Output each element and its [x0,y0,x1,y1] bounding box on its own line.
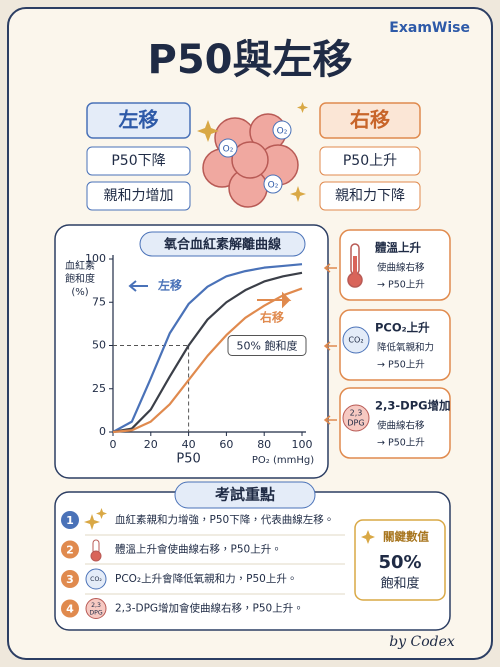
x-tick-label: 100 [292,438,313,451]
factor-icon [342,404,370,432]
key-point-text: 體溫上升會使曲線右移，P50上升。 [115,543,282,556]
o2-bubble [272,120,292,140]
left-item-box [86,181,191,211]
key-points-pill [174,481,316,509]
curve [112,263,303,433]
series-label: 左移 [157,278,182,293]
right-item: P50上升 [343,153,397,169]
factor-line: 降低氧親和力 [377,342,434,354]
factor-line: → P50上升 [377,280,425,291]
key-value-label: 飽和度 [380,576,419,592]
key-value-number: 50% [378,552,421,573]
o2-bubble [263,174,283,194]
icon-text: 2,3 [350,409,363,418]
number: 4 [66,603,74,616]
o2-label: O₂ [268,181,279,191]
y-tick-label: 50 [92,339,106,352]
key-value-title: 關鍵數值 [383,530,429,544]
key-points-title: 考試重點 [215,486,275,504]
sparkles [197,102,308,202]
chart-title-pill [139,231,306,257]
right-item-box [319,181,421,211]
right-title-box [319,102,421,139]
shift-arrow [257,291,292,309]
key-point-text: 2,3-DPG增加會使曲線右移，P50上升。 [115,602,304,615]
factor-box [339,387,451,459]
right-item-box [319,146,421,176]
curve [112,271,303,434]
thermometer [347,243,363,288]
left-item: 親和力增加 [104,188,174,204]
right-title: 右移 [350,108,390,132]
y-axis-label: 血紅素 [65,259,95,272]
key-value-box [354,519,446,601]
reference-y-label: 50% 飽和度 [237,339,298,353]
left-title-box [86,102,191,139]
brand: ExamWise [389,20,470,36]
factor-icon [85,568,107,590]
reference-y-label-box [227,335,307,356]
y-axis-label: 飽和度 [65,272,95,285]
key-point-text: 血紅素親和力增強，P50下降，代表曲線左移。 [115,513,334,526]
dividers [85,534,345,595]
factor-icon [342,326,370,354]
number: 3 [66,573,74,586]
number-badge [61,540,79,559]
o2-label: O₂ [277,127,288,137]
icon-text: DPG [347,418,364,427]
small-thermometer [90,539,102,562]
right-item: 親和力下降 [335,188,405,204]
icon-text: 2,3 [91,602,101,609]
number: 2 [66,544,74,557]
signature: by Codex [389,634,455,650]
factor-title: 體溫上升 [375,241,421,255]
o2-label: O₂ [223,145,234,155]
factor-line: → P50上升 [377,360,425,371]
main-title: P50與左移 [148,37,353,83]
factor-title: 2,3-DPG增加 [375,399,451,413]
factor-box [339,309,451,381]
y-tick-label: 0 [99,425,106,438]
chart-title: 氧合血紅素解離曲線 [163,237,282,253]
number-badge [61,570,79,588]
sparkle-icon [84,508,107,530]
factor-line: 使曲線右移 [377,262,425,274]
factor-line: 使曲線右移 [377,420,425,432]
left-item: P50下降 [111,153,165,169]
y-tick-label: 75 [92,295,106,308]
icon-text: DPG [89,609,102,616]
factor-line: → P50上升 [377,438,425,449]
factor-box [339,229,451,301]
y-axis-label: (%) [71,287,88,298]
left-title: 左移 [119,108,159,132]
x-tick-label: 60 [219,438,233,451]
shift-arrow [128,280,148,292]
x-axis-label: PO₂ (mmHg) [252,455,314,466]
x-tick-label: 20 [144,438,158,451]
icon-text: CO₂ [348,336,363,345]
left-item-box [86,146,191,176]
chart-panel [54,224,329,479]
number: 1 [66,514,74,527]
series-label: 右移 [259,310,284,325]
factor-title: PCO₂上升 [375,321,430,335]
factor-arrows [323,263,337,425]
key-value-icon [361,530,375,544]
hemoglobin [202,113,299,208]
y-tick-label: 100 [85,252,106,265]
key-point-text: PCO₂上升會降低氧親和力，P50上升。 [115,572,297,585]
curve [112,287,303,434]
x-tick-label: 40 [182,438,196,451]
factor-icon [85,598,107,619]
x-tick-label: 0 [110,438,117,451]
x-tick-label: 80 [257,438,271,451]
icon-text: CO₂ [90,576,102,583]
number-badge [61,599,79,618]
o2-bubble [218,138,238,158]
y-tick-label: 25 [92,382,106,395]
number-badge [61,511,79,529]
reference-x-label: P50 [176,452,200,467]
